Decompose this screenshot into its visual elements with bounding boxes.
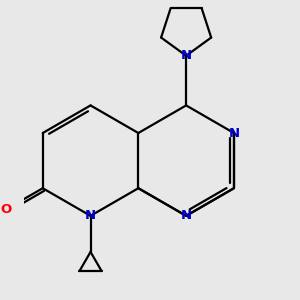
- Text: N: N: [228, 127, 239, 140]
- Text: N: N: [181, 209, 192, 222]
- Text: N: N: [85, 209, 96, 222]
- Text: N: N: [181, 49, 192, 62]
- Text: O: O: [0, 203, 12, 216]
